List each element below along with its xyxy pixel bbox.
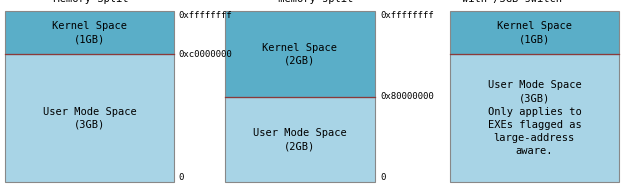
Text: Linux User/Kernel
  Memory Split: Linux User/Kernel Memory Split xyxy=(31,0,138,4)
Text: 0xc0000000: 0xc0000000 xyxy=(179,50,232,59)
Text: Kernel Space
(1GB): Kernel Space (1GB) xyxy=(52,21,127,44)
Bar xyxy=(225,11,375,97)
Text: User Mode Space
(2GB): User Mode Space (2GB) xyxy=(253,128,347,151)
Text: 0xffffffff: 0xffffffff xyxy=(179,11,232,20)
Text: Windows, default
 memory split: Windows, default memory split xyxy=(262,0,362,4)
Text: 0: 0 xyxy=(179,173,184,182)
Text: User Mode Space
(3GB): User Mode Space (3GB) xyxy=(42,107,136,130)
Bar xyxy=(450,54,619,182)
Bar xyxy=(5,11,174,54)
Bar xyxy=(5,54,174,182)
Text: Windows booted
with /3GB switch: Windows booted with /3GB switch xyxy=(462,0,562,4)
Text: Kernel Space
(1GB): Kernel Space (1GB) xyxy=(497,21,572,44)
Text: 0xffffffff: 0xffffffff xyxy=(380,11,434,20)
Text: 0x80000000: 0x80000000 xyxy=(380,92,434,101)
Text: 0: 0 xyxy=(380,173,386,182)
Text: User Mode Space
(3GB)
Only applies to
EXEs flagged as
large-address
aware.: User Mode Space (3GB) Only applies to EX… xyxy=(488,80,581,156)
Text: Kernel Space
(2GB): Kernel Space (2GB) xyxy=(262,43,338,66)
Bar xyxy=(225,97,375,182)
Bar xyxy=(450,11,619,54)
